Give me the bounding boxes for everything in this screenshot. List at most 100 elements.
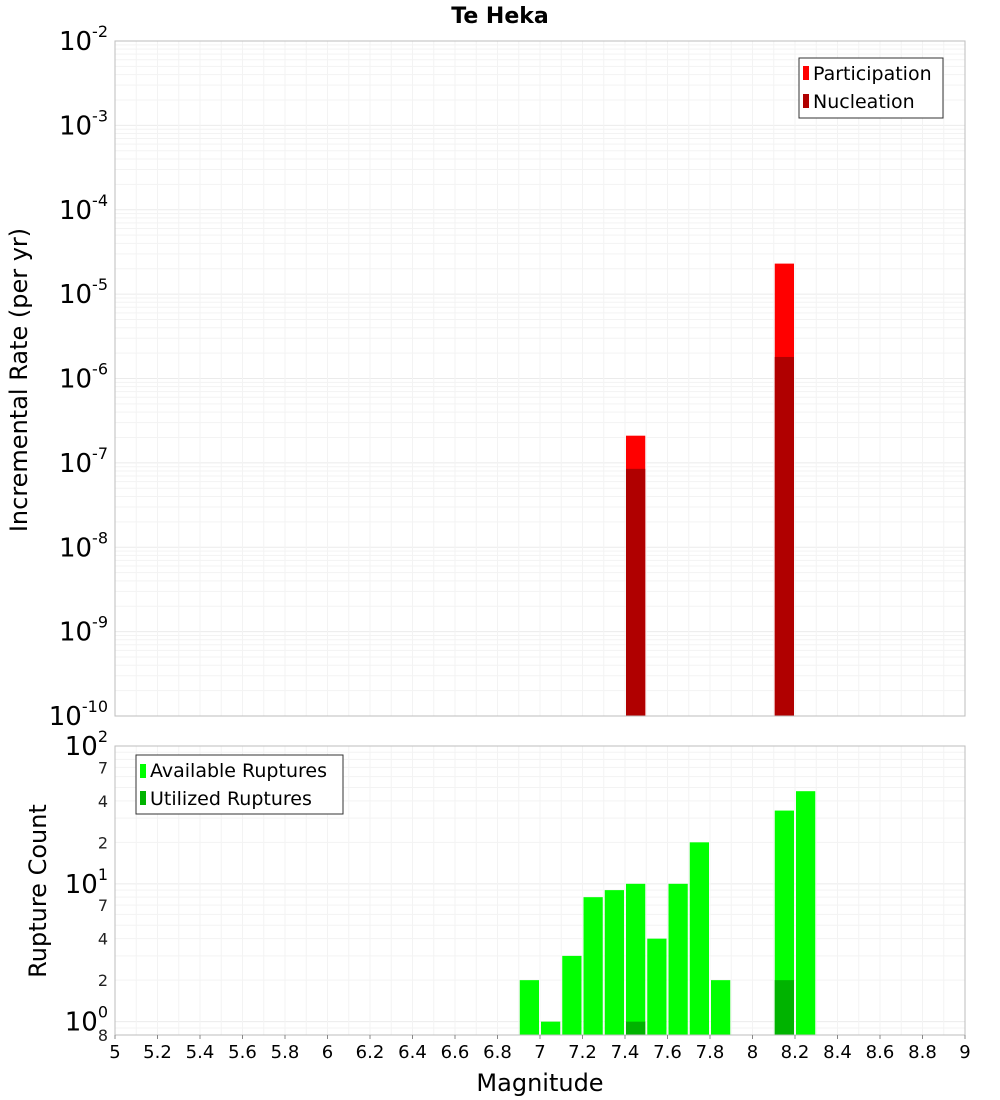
rate-y-tick-7-exp: -3 — [92, 106, 108, 125]
rate-y-tick-1-base: 10 — [59, 618, 92, 648]
rate-y-axis-label: Incremental Rate (per yr) — [5, 228, 33, 532]
rate-y-tick-5-exp: -5 — [92, 275, 108, 294]
x-tick-12: 7.4 — [611, 1042, 640, 1063]
legend-swatch-nucleation — [803, 94, 809, 108]
count-bars — [519, 791, 816, 1035]
count-y-minor-tick-2: 4 — [98, 930, 108, 949]
count-y-major-tick-1-base: 10 — [65, 870, 98, 900]
count-bar-available-0 — [519, 980, 539, 1035]
count-x-ticks: 5 5.2 5.4 5.6 5.8 6 6.2 6.4 6.6 6.8 7 7.2 7.4 7.6 7.8 8… — [109, 1035, 971, 1063]
count-bar-available-10 — [774, 810, 794, 1035]
x-tick-5: 6 — [322, 1042, 333, 1063]
count-y-minor-tick-5: 4 — [98, 792, 108, 811]
count-bar-available-4 — [604, 890, 624, 1035]
rate-y-tick-1-exp: -9 — [92, 613, 108, 632]
count-y-minor-tick-4: 2 — [98, 833, 108, 852]
x-tick-9: 6.8 — [483, 1042, 512, 1063]
count-y-minor-tick-1: 2 — [98, 971, 108, 990]
x-tick-2: 5.4 — [186, 1042, 215, 1063]
x-tick-11: 7.2 — [568, 1042, 597, 1063]
count-y-major-tick-1: 101 — [65, 865, 108, 900]
count-y-minor-tick-0: 8 — [98, 1026, 108, 1045]
count-bar-available-6 — [647, 938, 667, 1035]
rate-y-tick-3-base: 10 — [59, 449, 92, 479]
count-y-minor-tick-6: 7 — [98, 758, 108, 777]
x-tick-20: 9 — [959, 1042, 970, 1063]
rate-y-tick-6-base: 10 — [59, 196, 92, 226]
count-bar-utilized-0 — [626, 1021, 646, 1035]
x-axis-label: Magnitude — [476, 1069, 603, 1097]
rate-y-tick-0: 10-10 — [49, 697, 108, 732]
count-y-minor-tick-3: 7 — [98, 896, 108, 915]
x-tick-1: 5.2 — [143, 1042, 172, 1063]
rate-gridlines — [114, 41, 966, 717]
rate-bar-nucleation-1 — [774, 356, 794, 716]
rate-legend: Participation Nucleation — [798, 57, 944, 119]
rate-plot-frame — [114, 40, 966, 717]
count-y-major-tick-0: 100 — [65, 1003, 108, 1038]
legend-label-available: Available Ruptures — [150, 760, 327, 782]
count-bar-available-7 — [668, 883, 688, 1035]
count-y-axis-label: Rupture Count — [24, 804, 52, 978]
rate-y-tick-5-base: 10 — [59, 280, 92, 310]
rate-y-tick-4-exp: -6 — [92, 360, 108, 379]
legend-label-utilized: Utilized Ruptures — [150, 788, 312, 810]
count-bar-available-11 — [796, 791, 816, 1035]
rate-y-tick-2-exp: -8 — [92, 528, 108, 547]
rate-y-tick-7: 10-3 — [59, 106, 108, 141]
rate-y-tick-6: 10-4 — [59, 191, 108, 226]
rate-bar-nucleation-0 — [626, 468, 646, 716]
x-tick-14: 7.8 — [696, 1042, 725, 1063]
rate-y-tick-8-exp: -2 — [92, 22, 108, 41]
rate-y-tick-8-base: 10 — [59, 27, 92, 57]
x-tick-7: 6.4 — [398, 1042, 427, 1063]
rate-y-tick-2-base: 10 — [59, 533, 92, 563]
x-tick-18: 8.6 — [866, 1042, 895, 1063]
rate-bars — [626, 263, 794, 716]
rate-y-tick-3: 10-7 — [59, 444, 108, 479]
count-bar-available-5 — [626, 883, 646, 1035]
rate-y-tick-8: 10-2 — [59, 22, 108, 57]
x-tick-3: 5.6 — [228, 1042, 257, 1063]
x-tick-16: 8.2 — [781, 1042, 810, 1063]
rate-y-tick-3-exp: -7 — [92, 444, 108, 463]
x-tick-0: 5 — [109, 1042, 120, 1063]
count-legend: Available Ruptures Utilized Ruptures — [135, 754, 344, 815]
rate-legend-box — [798, 57, 944, 119]
legend-swatch-utilized — [140, 791, 146, 805]
x-tick-15: 8 — [747, 1042, 758, 1063]
count-bar-available-2 — [562, 955, 582, 1035]
rate-y-tick-0-base: 10 — [49, 702, 82, 732]
x-tick-19: 8.8 — [908, 1042, 937, 1063]
rate-y-tick-4: 10-6 — [59, 360, 108, 395]
rate-y-tick-6-exp: -4 — [92, 191, 108, 210]
rate-y-tick-1: 10-9 — [59, 613, 108, 648]
count-bar-utilized-1 — [774, 980, 794, 1035]
x-tick-6: 6.2 — [356, 1042, 385, 1063]
x-tick-10: 7 — [534, 1042, 545, 1063]
legend-swatch-participation — [803, 66, 809, 80]
count-y-major-tick-0-base: 10 — [65, 1008, 98, 1038]
rate-y-tick-4-base: 10 — [59, 365, 92, 395]
x-tick-4: 5.8 — [271, 1042, 300, 1063]
count-y-major-tick-2: 102 — [65, 727, 108, 762]
rate-y-tick-7-base: 10 — [59, 111, 92, 141]
count-y-major-tick-2-exp: 2 — [98, 727, 108, 746]
x-tick-17: 8.4 — [823, 1042, 852, 1063]
rate-y-tick-2: 10-8 — [59, 528, 108, 563]
count-bar-available-9 — [711, 980, 731, 1035]
x-tick-13: 7.6 — [653, 1042, 682, 1063]
x-tick-8: 6.6 — [441, 1042, 470, 1063]
count-y-major-tick-2-base: 10 — [65, 732, 98, 762]
legend-label-participation: Participation — [813, 63, 932, 85]
chart-title: Te Heka — [451, 4, 548, 29]
count-y-major-tick-1-exp: 1 — [98, 865, 108, 884]
count-legend-box — [135, 754, 344, 815]
count-y-major-tick-0-exp: 0 — [98, 1003, 108, 1022]
count-bar-available-3 — [583, 897, 603, 1035]
